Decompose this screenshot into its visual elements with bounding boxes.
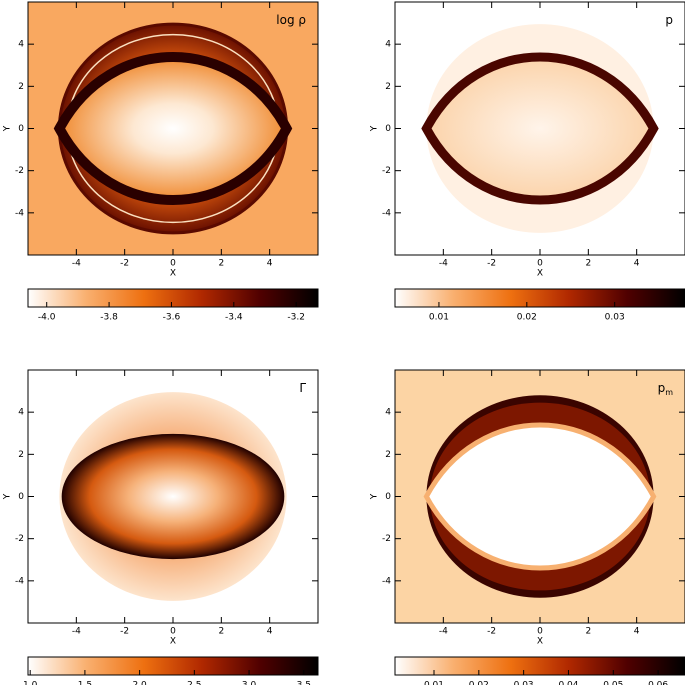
x-tick-label: -4: [72, 627, 81, 637]
x-tick-label: 4: [267, 259, 273, 269]
x-tick-label: 0: [537, 627, 543, 637]
x-tick-label: -4: [439, 259, 448, 269]
x-tick-label: -2: [120, 259, 129, 269]
panel: -4 -2 0 2 4 -4 -2 0 2 4 X Yp 0.01 0.02 0.03: [370, 1, 685, 323]
y-tick-label: -2: [382, 166, 391, 176]
y-tick-label: 4: [18, 40, 24, 50]
x-tick-label: 2: [218, 259, 224, 269]
y-tick-label: 2: [385, 450, 391, 460]
panel-label-text: p: [665, 13, 673, 27]
y-tick-label: 2: [18, 82, 24, 92]
heatmap-image: [28, 2, 318, 255]
heatmap-image: [28, 370, 318, 623]
panel-label-subscript: m: [665, 388, 673, 397]
core: [421, 52, 659, 205]
colorbar-tick-label: 0.06: [648, 681, 668, 685]
x-axis-label: X: [537, 269, 543, 279]
x-tick-label: -2: [120, 627, 129, 637]
colorbar-tick-label: 2.0: [132, 681, 147, 685]
x-axis-label: X: [170, 637, 176, 647]
y-tick-label: -4: [15, 576, 24, 586]
x-tick-label: 4: [267, 627, 273, 637]
colorbar-tick-label: 3.0: [242, 681, 257, 685]
colorbar: [27, 288, 319, 308]
y-tick-label: -4: [382, 576, 391, 586]
panel-label-text: p: [658, 381, 666, 395]
panel: -4 -2 0 2 4 -4 -2 0 2 4 X Y Γ 1.0 1.5 2.0 2.5 3.0 3.5: [3, 369, 319, 685]
x-tick-label: -2: [487, 627, 496, 637]
core: [61, 433, 285, 560]
y-tick-label: -2: [382, 534, 391, 544]
colorbar-tick-label: 0.04: [558, 681, 578, 685]
panel-label-text: log ρ: [276, 13, 306, 27]
y-tick-label: 0: [385, 124, 391, 134]
heatmap-image: [395, 2, 685, 255]
panel-label: Γ: [299, 381, 306, 395]
y-tick-label: 2: [18, 450, 24, 460]
y-tick-label: 2: [385, 82, 391, 92]
x-axis-label: X: [170, 269, 176, 279]
colorbar-tick-label: 0.02: [517, 313, 537, 323]
panel-label: pm: [658, 381, 674, 398]
x-tick-label: -2: [487, 259, 496, 269]
x-tick-label: -4: [72, 259, 81, 269]
x-tick-label: 2: [218, 627, 224, 637]
y-tick-label: -4: [15, 208, 24, 218]
colorbar-tick-label: -3.6: [163, 313, 181, 323]
x-tick-label: 0: [537, 259, 543, 269]
colorbar-tick-label: -3.2: [287, 313, 305, 323]
x-tick-label: 0: [170, 259, 176, 269]
colorbar-tick-label: 1.5: [78, 681, 92, 685]
panel-label: p: [665, 13, 673, 27]
colorbar: [27, 656, 319, 676]
panel: -4 -2 0 2 4 -4 -2 0 2 4 X Ypm 0.01 0.02 0.03 0.04 0.05 0.…: [370, 369, 685, 685]
y-tick-label: 0: [18, 124, 24, 134]
core: [423, 422, 657, 571]
y-axis-label: Y: [3, 493, 13, 500]
colorbar-tick-label: 0.03: [514, 681, 534, 685]
y-axis-label: Y: [3, 125, 13, 132]
x-tick-label: -4: [439, 627, 448, 637]
colorbar-tick-label: 1.0: [23, 681, 38, 685]
colorbar: [394, 656, 685, 676]
y-axis-label: Y: [370, 493, 380, 500]
x-tick-label: 4: [634, 259, 640, 269]
colorbar-tick-label: 0.02: [469, 681, 489, 685]
colorbar-tick-label: 0.03: [605, 313, 625, 323]
colorbar-tick-label: -4.0: [38, 313, 56, 323]
x-axis-label: X: [537, 637, 543, 647]
y-tick-label: 4: [385, 408, 391, 418]
colorbar-tick-label: 0.05: [603, 681, 623, 685]
colorbar-tick-label: 2.5: [187, 681, 201, 685]
colorbar-tick-label: 0.01: [429, 313, 449, 323]
colorbar-tick-label: 3.5: [297, 681, 311, 685]
colorbar: [394, 288, 685, 308]
y-tick-label: 4: [385, 40, 391, 50]
y-tick-label: 4: [18, 408, 24, 418]
y-tick-label: 0: [18, 492, 24, 502]
colorbar-tick-label: 0.01: [424, 681, 444, 685]
colorbar-tick-label: -3.4: [225, 313, 243, 323]
heatmap-image: [395, 370, 685, 623]
x-tick-label: 2: [585, 627, 591, 637]
x-tick-label: 2: [585, 259, 591, 269]
y-tick-label: -2: [15, 166, 24, 176]
y-tick-label: 0: [385, 492, 391, 502]
panel-label: log ρ: [276, 13, 306, 27]
x-tick-label: 0: [170, 627, 176, 637]
y-tick-label: -4: [382, 208, 391, 218]
panel-label-text: Γ: [299, 381, 306, 395]
core: [53, 52, 293, 205]
y-axis-label: Y: [370, 125, 380, 132]
x-tick-label: 4: [634, 627, 640, 637]
colorbar-tick-label: -3.8: [100, 313, 118, 323]
y-tick-label: -2: [15, 534, 24, 544]
